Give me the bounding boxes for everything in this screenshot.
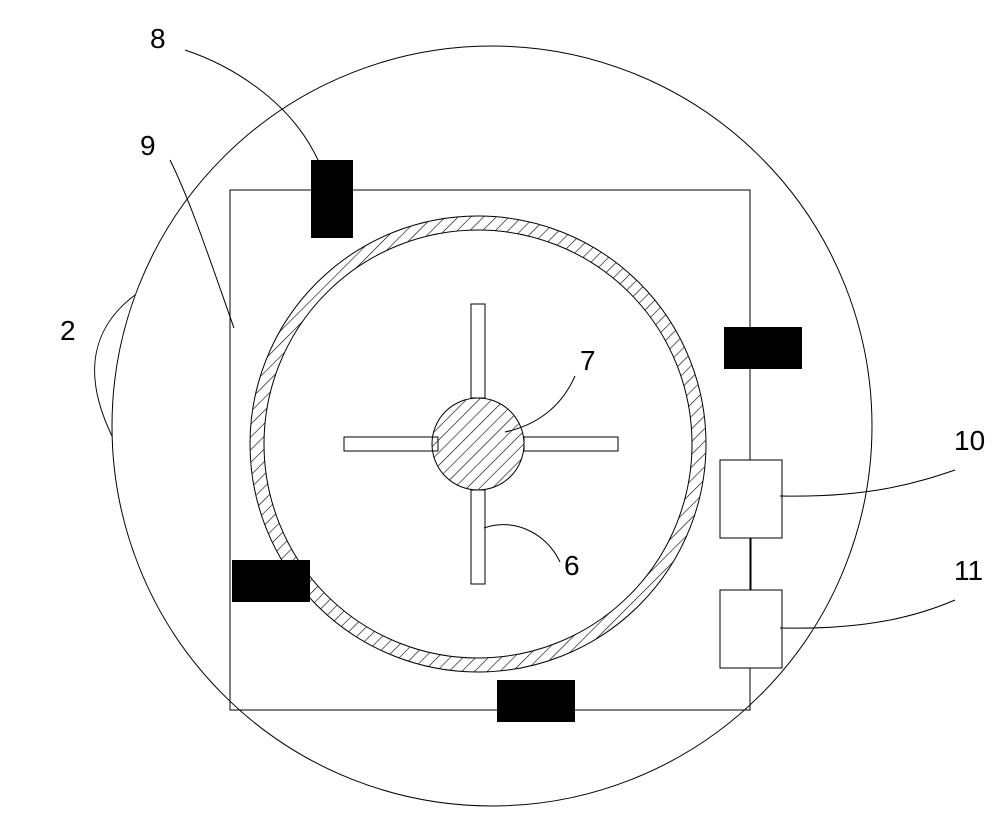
black-block	[311, 160, 353, 238]
open-box	[720, 460, 782, 538]
label-8: 8	[150, 23, 166, 54]
hub	[432, 398, 524, 490]
spoke	[344, 437, 438, 451]
spoke	[524, 437, 618, 451]
spoke	[471, 304, 485, 398]
label-7: 7	[580, 345, 596, 376]
leader-9	[170, 160, 234, 328]
black-block	[232, 560, 310, 602]
label-9: 9	[140, 130, 156, 161]
black-block	[724, 327, 802, 369]
label-2: 2	[60, 315, 76, 346]
label-6: 6	[564, 550, 580, 581]
label-11: 11	[954, 555, 983, 586]
diagram-canvas: 2 6 7 8 9 10 11	[0, 0, 1000, 814]
label-10: 10	[954, 425, 985, 456]
black-block	[497, 680, 575, 722]
open-box	[720, 590, 782, 668]
leader-8	[185, 50, 318, 160]
leader-11	[780, 600, 955, 628]
spoke	[471, 490, 485, 584]
leader-2	[95, 295, 135, 436]
